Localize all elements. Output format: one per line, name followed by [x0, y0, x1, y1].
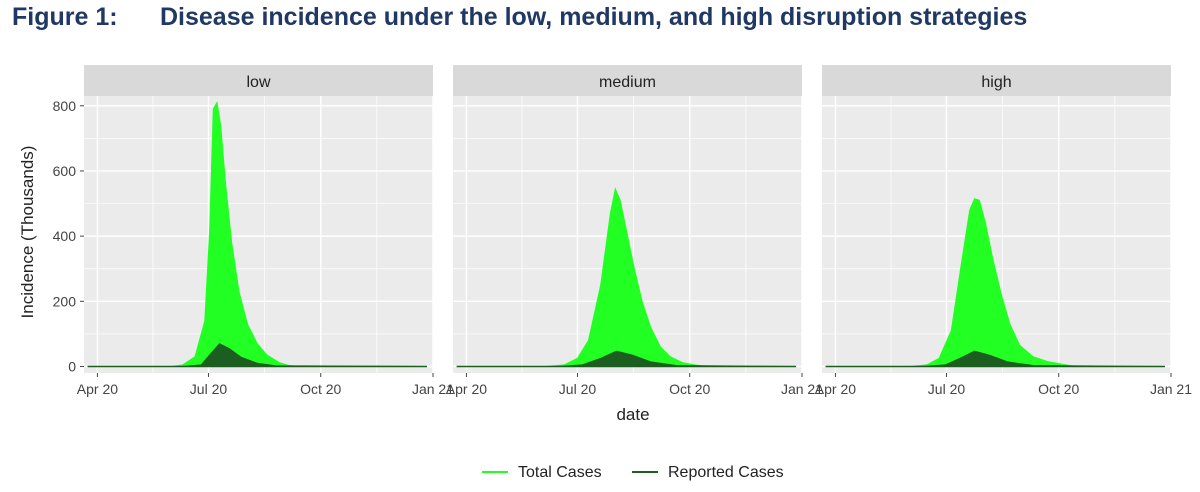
x-tick-label: Apr 20	[815, 381, 856, 397]
x-axis-label: date	[616, 405, 649, 424]
facet-strip-label: low	[246, 74, 270, 91]
facet-strip-label: high	[981, 74, 1011, 91]
series-area-total-cases-high	[825, 198, 1165, 367]
facet-strip-label: medium	[599, 74, 656, 91]
figure-number: Figure 1:	[12, 3, 118, 31]
figure-title-text: Disease incidence under the low, medium,…	[160, 3, 1028, 31]
y-tick-label: 200	[53, 293, 77, 309]
figure-title: Figure 1: Disease incidence under the low…	[12, 3, 1027, 32]
series-area-total-cases-low	[87, 101, 427, 367]
series-area-total-cases-medium	[456, 187, 796, 367]
legend-label-reported-cases: Reported Cases	[668, 464, 784, 481]
legend-label-total-cases: Total Cases	[518, 464, 602, 481]
facet-strip	[453, 65, 802, 96]
facet-high: high	[822, 65, 1172, 373]
facet-low: low	[84, 65, 434, 373]
x-tick-label: Jan 21	[1150, 381, 1192, 397]
x-tick-label: Oct 20	[1038, 381, 1079, 397]
y-tick-label: 400	[53, 228, 77, 244]
facet-strip	[84, 65, 433, 96]
x-tick-label: Jul 20	[190, 381, 228, 397]
x-tick-label: Jul 20	[928, 381, 966, 397]
x-tick-label: Jan 21	[781, 381, 823, 397]
x-tick-label: Apr 20	[77, 381, 118, 397]
facet-medium: medium	[453, 65, 803, 373]
facet-panels: low medium high	[84, 65, 1172, 373]
x-tick-label: Jan 21	[412, 381, 454, 397]
y-tick-label: 600	[53, 163, 77, 179]
y-axis-label: Incidence (Thousands)	[18, 146, 37, 319]
x-tick-label: Oct 20	[669, 381, 710, 397]
y-tick-label: 800	[53, 98, 77, 114]
x-tick-label: Oct 20	[300, 381, 341, 397]
y-tick-label: 0	[68, 358, 76, 374]
facet-strip	[822, 65, 1171, 96]
x-tick-label: Apr 20	[446, 381, 487, 397]
panel-background	[84, 96, 433, 373]
x-tick-label: Jul 20	[559, 381, 597, 397]
y-axis: 0 200 400 600 800	[53, 98, 84, 374]
legend: Total Cases Reported Cases	[482, 464, 784, 481]
